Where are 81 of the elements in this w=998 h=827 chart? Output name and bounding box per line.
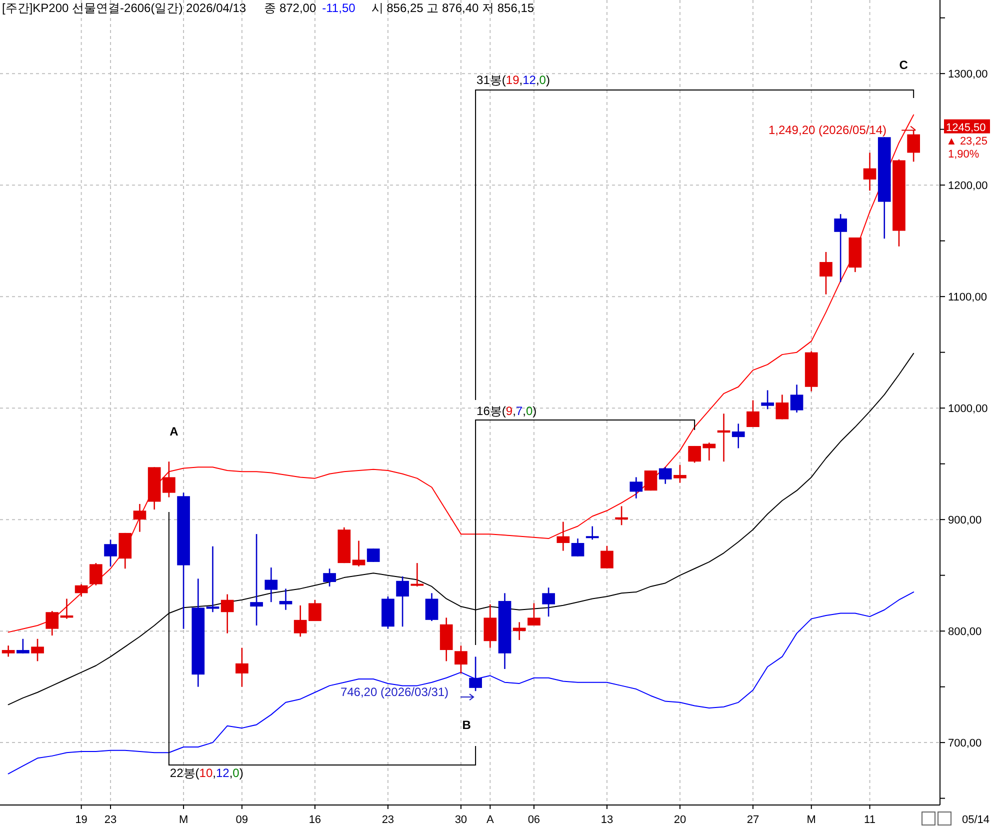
candlestick [16, 638, 30, 654]
candlestick [236, 647, 248, 688]
candlestick [630, 476, 643, 500]
candlestick [586, 526, 599, 540]
x-tick-label: 23 [104, 814, 117, 826]
candlestick [746, 400, 760, 428]
candlestick [571, 538, 584, 558]
candlestick [907, 130, 920, 162]
candlestick [674, 464, 686, 484]
candlestick [206, 546, 220, 613]
candlestick [542, 586, 555, 618]
x-tick-label: 06 [528, 814, 540, 826]
candlestick [46, 610, 59, 636]
annotation: B [462, 718, 472, 732]
annotation: -11,50 [322, 1, 356, 15]
candlestick [615, 506, 628, 526]
candlestick [732, 423, 745, 449]
x-tick-label: 20 [674, 814, 686, 826]
y-tick-label: 1200,00 [948, 180, 988, 192]
annotation: 시 856,25 고 876,40 저 856,15 [371, 1, 534, 15]
y-tick-label: 1300,00 [948, 68, 988, 81]
text: 1,90% [948, 148, 980, 160]
x-tick-label: 19 [75, 814, 88, 826]
candlestick [250, 533, 263, 626]
candlestick [658, 466, 672, 485]
candlestick [396, 576, 409, 628]
x-tick-label: 11 [864, 814, 876, 826]
candlestick [410, 562, 424, 588]
text: 05/14 [962, 814, 990, 826]
x-tick-label: 13 [600, 814, 614, 826]
candlestick [323, 568, 336, 588]
candlestick [528, 602, 540, 626]
candlestick [279, 588, 292, 611]
y-tick-label: 700,00 [948, 738, 982, 750]
y-tick-label: 1000,00 [948, 403, 988, 416]
x-tick-label: 16 [308, 814, 322, 826]
candlestick [600, 545, 614, 570]
candlestick [31, 638, 44, 662]
x-tick-label: A [486, 814, 494, 826]
candlestick [644, 470, 658, 492]
annotation: 746,20 (2026/03/31) [340, 685, 449, 700]
candlestick [366, 548, 380, 563]
y-tick-label: 1100,00 [948, 292, 987, 304]
candlestick [834, 213, 847, 283]
candlestick [790, 384, 804, 414]
candlestick [556, 521, 570, 552]
annotation: A [170, 424, 179, 439]
candlestick [454, 644, 468, 674]
text: 1245,50 [946, 122, 986, 134]
x-tick-label: 09 [236, 814, 248, 826]
candlestick [2, 644, 15, 658]
x-tick-label: M [806, 814, 816, 826]
candlestick [820, 251, 832, 295]
candlestick [220, 594, 234, 634]
y-tick-label: 800,00 [948, 626, 982, 638]
candlestick [74, 584, 88, 598]
candlestick [352, 540, 366, 568]
candlestick [484, 604, 497, 648]
candlestick [104, 538, 117, 568]
candlestick [133, 503, 146, 532]
candlestick [512, 621, 526, 641]
annotation: 1,249,20 (2026/05/14) [768, 123, 887, 138]
x-tick-label: 30 [454, 814, 468, 826]
candlestick [863, 152, 876, 192]
annotation: 16봉(9,7,0) [476, 404, 537, 418]
x-tick-label: M [178, 814, 188, 826]
candlestick [425, 592, 438, 622]
annotation: C [899, 58, 908, 72]
annotation: 31봉(19,12,0) [476, 73, 550, 87]
annotation: 종 872,00 [264, 1, 316, 15]
candlestick [264, 566, 278, 603]
text: ▲ 23,25 [946, 135, 988, 148]
y-tick-label: 900,00 [948, 514, 982, 527]
x-tick-label: 27 [746, 814, 760, 826]
candlestick [761, 390, 774, 410]
candlestick [90, 562, 102, 586]
annotation: 22봉(10,12,0) [170, 766, 244, 780]
candlestick [469, 656, 482, 692]
chart-title: [주간]KP200 선물연결-2606(일간) 2026/04/13 [2, 1, 246, 15]
candlestick [776, 394, 789, 420]
x-tick-label: 23 [382, 814, 394, 826]
